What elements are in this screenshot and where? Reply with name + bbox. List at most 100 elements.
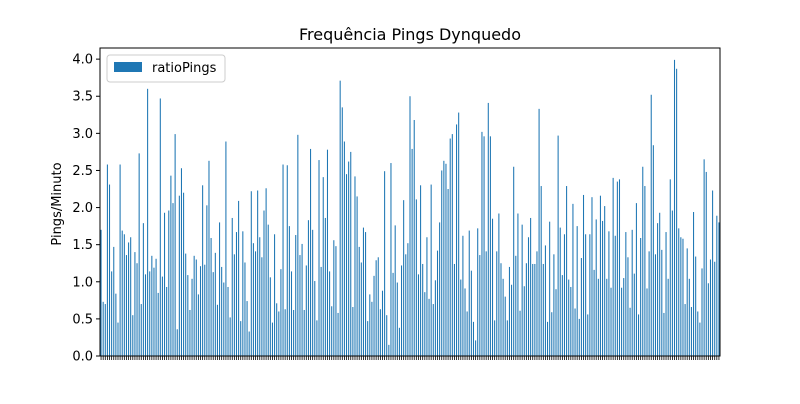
- bar: [214, 252, 216, 356]
- bar: [227, 286, 229, 356]
- bar: [638, 314, 640, 356]
- bar: [657, 223, 659, 356]
- bar: [394, 225, 396, 356]
- bar: [449, 138, 451, 356]
- bar: [718, 222, 720, 356]
- bar: [362, 227, 364, 356]
- bar: [130, 237, 132, 356]
- bar: [481, 131, 483, 356]
- bar: [582, 194, 585, 356]
- bar: [386, 315, 388, 356]
- bar: [250, 191, 252, 356]
- bar: [301, 243, 303, 356]
- bar: [570, 286, 572, 356]
- bar: [671, 210, 673, 356]
- bar: [684, 304, 686, 356]
- bar: [635, 203, 637, 356]
- bar: [504, 296, 506, 356]
- bar: [348, 161, 350, 356]
- bar: [544, 245, 546, 356]
- bar: [659, 212, 661, 356]
- bar: [235, 232, 238, 356]
- bar: [128, 242, 130, 356]
- bar: [170, 175, 172, 356]
- bar: [280, 269, 282, 356]
- bar: [106, 164, 108, 356]
- bar: [705, 171, 707, 356]
- bar: [358, 246, 360, 356]
- bar: [155, 258, 157, 356]
- bar: [219, 222, 221, 356]
- bar: [661, 249, 663, 356]
- bar: [176, 329, 178, 356]
- bar: [413, 119, 415, 357]
- bar: [485, 251, 487, 356]
- bar: [693, 212, 695, 356]
- bar: [269, 277, 271, 356]
- bar: [712, 190, 714, 356]
- bar: [322, 177, 324, 356]
- bar: [329, 271, 331, 356]
- bar: [646, 288, 648, 356]
- bar: [561, 275, 563, 356]
- bar: [470, 270, 472, 356]
- bar: [472, 321, 475, 356]
- bar: [604, 206, 606, 356]
- bar: [381, 290, 384, 356]
- bar: [335, 246, 337, 356]
- chart-title: Frequência Pings Dynquedo: [299, 25, 521, 44]
- bar: [585, 234, 587, 356]
- bar: [447, 189, 449, 356]
- bar: [331, 306, 333, 356]
- y-tick-label: 1.0: [72, 275, 93, 290]
- bar: [595, 219, 597, 356]
- legend: ratioPings: [106, 54, 226, 83]
- bar: [599, 195, 601, 356]
- bar: [142, 223, 144, 356]
- bar: [445, 163, 447, 356]
- bar: [371, 301, 373, 356]
- bar: [174, 134, 176, 356]
- bar: [195, 259, 197, 356]
- bar: [515, 255, 517, 356]
- bar: [314, 281, 316, 356]
- bar: [496, 251, 498, 356]
- bar: [547, 321, 549, 356]
- bar: [623, 278, 625, 356]
- bar: [113, 246, 115, 356]
- bar: [422, 263, 424, 356]
- bar: [424, 292, 426, 356]
- bar: [555, 289, 557, 356]
- bar: [436, 250, 439, 356]
- bar: [125, 255, 127, 356]
- bar: [208, 160, 210, 356]
- bar: [521, 224, 523, 356]
- bar: [238, 200, 240, 356]
- bar: [627, 257, 629, 356]
- bar: [415, 199, 417, 356]
- bar: [193, 255, 195, 356]
- bar: [377, 257, 379, 356]
- bar: [650, 94, 652, 356]
- bar: [534, 263, 536, 356]
- bar: [439, 222, 441, 356]
- bar: [248, 331, 250, 356]
- bar: [185, 253, 187, 356]
- bar: [458, 112, 460, 356]
- bar: [267, 224, 269, 356]
- bar: [580, 258, 582, 356]
- bar: [633, 273, 635, 356]
- bar: [339, 80, 341, 356]
- bar: [709, 259, 712, 356]
- bar: [379, 309, 381, 356]
- bar: [345, 174, 348, 356]
- bar: [100, 229, 102, 356]
- bar: [352, 307, 354, 356]
- bar: [350, 151, 352, 356]
- bar: [460, 279, 462, 356]
- bar: [610, 287, 612, 356]
- bar: [259, 237, 261, 356]
- bar: [530, 217, 532, 356]
- bar: [388, 344, 390, 356]
